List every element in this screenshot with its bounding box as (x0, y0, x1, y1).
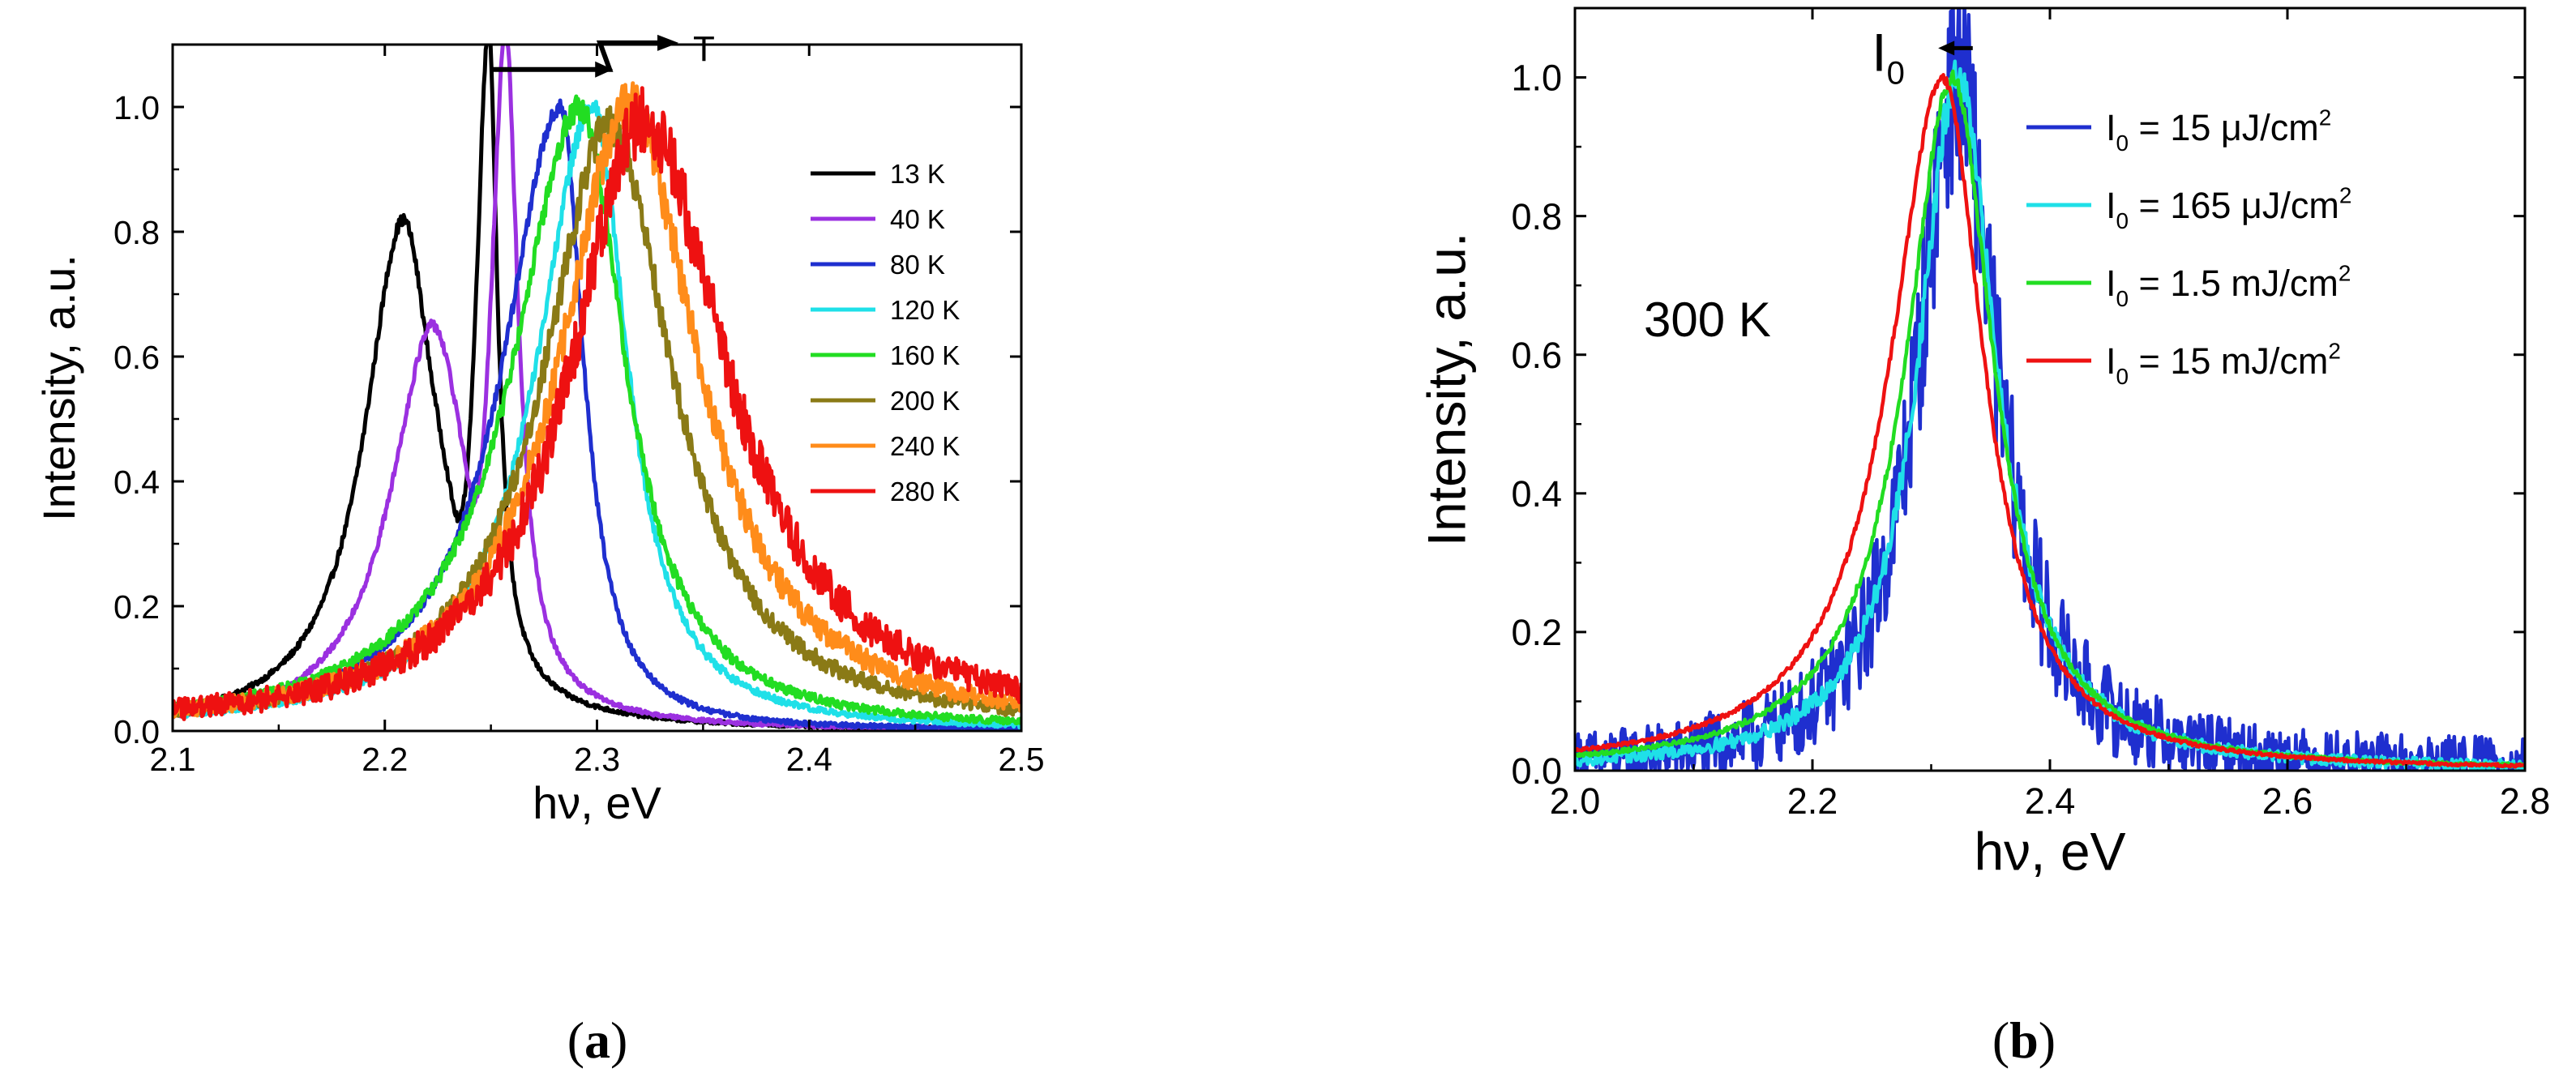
series-group (1575, 8, 2525, 771)
x-tick-label: 2.5 (999, 741, 1045, 778)
y-tick-label: 0.6 (1511, 335, 1562, 376)
y-tick-label: 0.8 (113, 214, 160, 251)
x-tick-label: 2.6 (2262, 780, 2313, 822)
panel-caption: (b) (1992, 1011, 2056, 1069)
x-tick-label: 2.4 (2025, 780, 2076, 822)
chart-panel-b: 2.0 2.2 2.4 2.6 2.8 0.0 0.2 0.4 0.6 0.8 1.0 hν, eV I… (1417, 6, 2551, 1069)
x-tick-label: 2.8 (2500, 780, 2551, 822)
temperature-arrow (490, 40, 661, 72)
x-tick-label: 2.3 (574, 741, 620, 778)
legend-entry: 40 K (890, 204, 945, 234)
y-tick-label: 1.0 (113, 89, 160, 126)
y-tick-label: 0.8 (1511, 196, 1562, 237)
legend-entry: I0 = 1.5 mJ/cm2 (2106, 260, 2351, 311)
series-line-7 (173, 86, 1021, 721)
series-line-0 (1575, 8, 2525, 771)
legend-entry: I0 = 15 mJ/cm2 (2106, 338, 2341, 389)
legend-entry: 80 K (890, 250, 945, 280)
legend-entry: I0 = 15 μJ/cm2 (2106, 105, 2331, 156)
x-tick-label: 2.2 (1787, 780, 1838, 822)
x-tick-label: 2.1 (150, 741, 196, 778)
x-axis-label: hν, eV (1974, 821, 2125, 881)
arrow-head (1938, 41, 1955, 56)
legend-entry: 200 K (890, 386, 960, 416)
x-tick-label: 2.2 (362, 741, 408, 778)
y-tick-label: 0.0 (1511, 750, 1562, 792)
series-line-3 (1575, 73, 2525, 769)
y-tick-label: 1.0 (1511, 58, 1562, 99)
y-tick-label: 0.4 (1511, 473, 1562, 515)
legend-entry: 280 K (890, 477, 960, 506)
legend-entry: 160 K (890, 340, 960, 370)
y-tick-label: 0.2 (1511, 612, 1562, 653)
intensity-annotation: I0 (1872, 22, 1905, 91)
y-tick-label: 0.4 (113, 464, 160, 501)
temperature-annotation: T (693, 29, 715, 69)
y-tick-label: 0.0 (113, 713, 160, 750)
legend-entry: I0 = 165 μJ/cm2 (2106, 182, 2351, 233)
y-tick-label: 0.6 (113, 339, 160, 376)
x-tick-label: 2.0 (1550, 780, 1601, 822)
y-axis-label: Intensity, a.u. (1417, 233, 1477, 547)
arrow-head (657, 34, 679, 51)
chart-panel-a: 2.1 2.2 2.3 2.4 2.5 0.0 0.2 0.4 0.6 0.8 1.0 hν, eV I… (33, 29, 1045, 1069)
x-tick-label: 2.4 (786, 741, 832, 778)
y-tick-label: 0.2 (113, 588, 160, 626)
legend-entry: 13 K (890, 159, 945, 189)
x-axis-label: hν, eV (533, 777, 661, 828)
legend-entry: 120 K (890, 295, 960, 325)
panel-caption: (a) (567, 1011, 628, 1069)
arrow-head (595, 61, 614, 78)
series-group (173, 45, 1021, 731)
legend-entry: 240 K (890, 431, 960, 461)
temperature-inset-label: 300 K (1644, 293, 1771, 347)
y-axis-label: Intensity, a.u. (33, 254, 84, 521)
